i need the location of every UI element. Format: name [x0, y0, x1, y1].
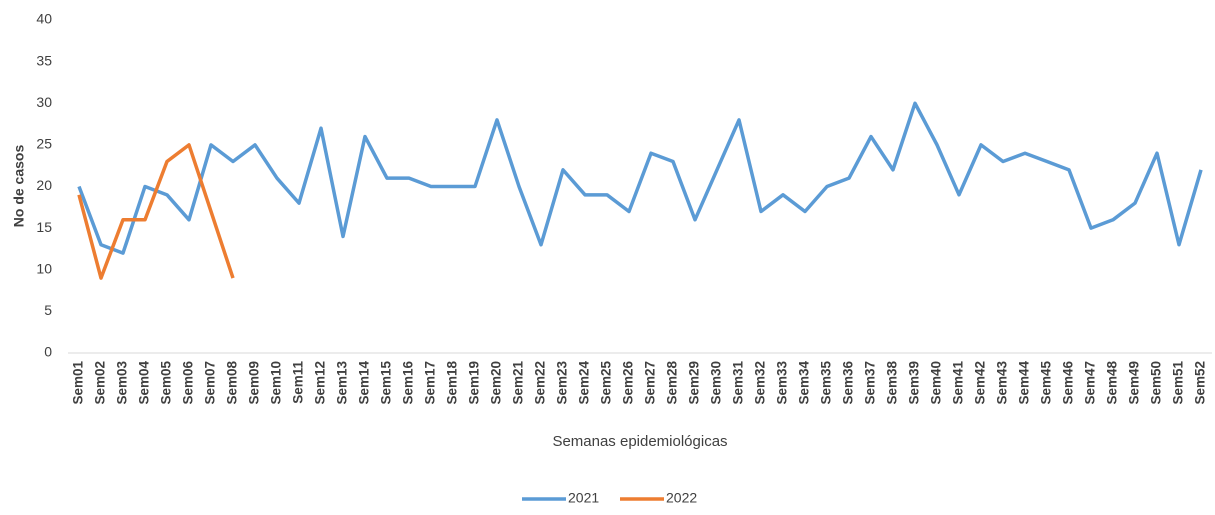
x-tick-label: Sem38: [885, 361, 900, 405]
x-tick-label: Sem16: [401, 361, 416, 405]
x-tick-label: Sem48: [1105, 361, 1120, 405]
x-tick-label: Sem05: [159, 361, 174, 405]
x-tick-label: Sem21: [511, 361, 526, 405]
x-tick-label: Sem13: [335, 361, 350, 405]
x-tick-label: Sem51: [1171, 361, 1186, 405]
x-tick-label: Sem52: [1193, 361, 1208, 405]
x-tick-label: Sem30: [709, 361, 724, 405]
y-tick-label: 5: [44, 302, 52, 318]
x-tick-label: Sem33: [775, 361, 790, 405]
y-tick-label: 0: [44, 344, 52, 360]
x-tick-label: Sem10: [269, 361, 284, 405]
y-tick-label: 30: [36, 94, 52, 110]
x-tick-label: Sem20: [489, 361, 504, 405]
x-tick-label: Sem47: [1083, 361, 1098, 405]
x-tick-label: Sem32: [753, 361, 768, 405]
x-tick-label: Sem02: [93, 361, 108, 405]
x-tick-label: Sem06: [181, 361, 196, 405]
x-tick-label: Sem15: [379, 361, 394, 405]
y-axis-label: No de casos: [11, 145, 27, 228]
x-tick-label: Sem36: [841, 361, 856, 405]
x-tick-label: Sem27: [643, 361, 658, 405]
x-tick-label: Sem18: [445, 361, 460, 405]
x-tick-label: Sem31: [731, 361, 746, 405]
x-tick-label: Sem37: [863, 361, 878, 405]
x-tick-label: Sem28: [665, 361, 680, 405]
y-tick-label: 15: [36, 219, 52, 235]
x-tick-label: Sem40: [929, 361, 944, 405]
x-tick-label: Sem44: [1017, 361, 1032, 405]
x-tick-label: Sem19: [467, 361, 482, 405]
x-tick-label: Sem35: [819, 361, 834, 405]
x-tick-label: Sem04: [137, 361, 152, 405]
series-line: [77, 143, 235, 280]
x-tick-label: Sem03: [115, 361, 130, 405]
x-tick-label: Sem01: [71, 361, 86, 405]
x-tick-label: Sem25: [599, 361, 614, 405]
x-tick-label: Sem14: [357, 361, 372, 405]
series-line: [77, 101, 1203, 255]
x-tick-label: Sem43: [995, 361, 1010, 405]
x-tick-label: Sem22: [533, 361, 548, 405]
x-tick-label: Sem39: [907, 361, 922, 405]
x-tick-label: Sem45: [1039, 361, 1054, 405]
x-tick-label: Sem24: [577, 361, 592, 405]
x-tick-label: Sem42: [973, 361, 988, 405]
y-tick-label: 25: [36, 136, 52, 152]
x-tick-label: Sem34: [797, 361, 812, 405]
y-tick-label: 40: [36, 11, 52, 27]
x-tick-label: Sem08: [225, 361, 240, 405]
x-tick-label: Sem26: [621, 361, 636, 405]
x-tick-label: Sem29: [687, 361, 702, 405]
y-tick-label: 20: [36, 177, 52, 193]
x-tick-label: Sem12: [313, 361, 328, 405]
x-axis-label: Semanas epidemiológicas: [552, 433, 727, 450]
x-tick-label: Sem49: [1127, 361, 1142, 405]
x-tick-label: Sem17: [423, 361, 438, 405]
x-tick-label: Sem50: [1149, 361, 1164, 405]
y-tick-label: 10: [36, 260, 52, 276]
x-tick-label: Sem41: [951, 361, 966, 405]
x-tick-label: Sem23: [555, 361, 570, 405]
x-tick-label: Sem07: [203, 361, 218, 405]
x-tick-label: Sem09: [247, 361, 262, 405]
legend-label: 2022: [666, 490, 697, 506]
x-tick-label: Sem11: [291, 361, 306, 404]
y-tick-label: 35: [36, 52, 52, 68]
legend-label: 2021: [568, 490, 599, 506]
x-tick-label: Sem46: [1061, 361, 1076, 405]
